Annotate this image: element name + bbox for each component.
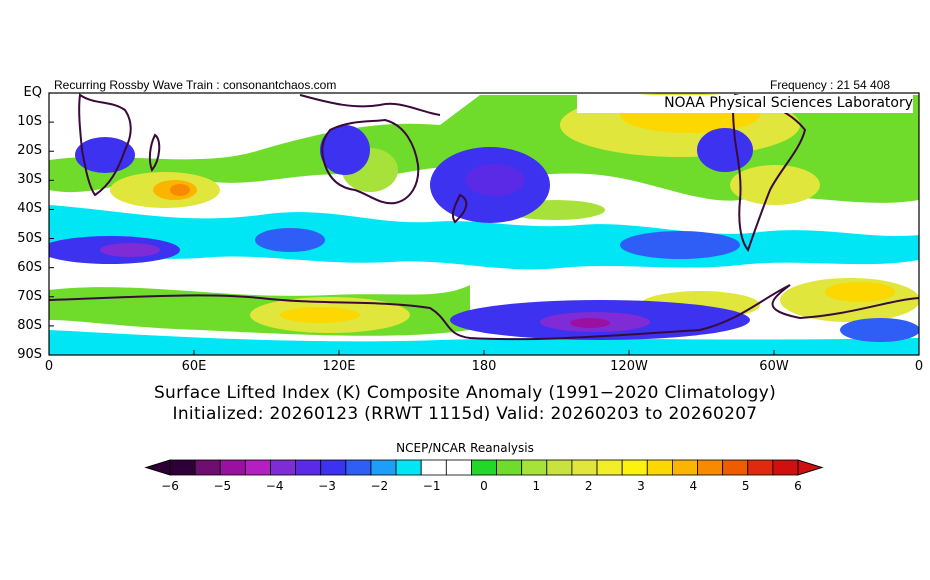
coast-australia <box>321 118 420 205</box>
y-tick-label: 90S <box>17 347 42 362</box>
frequency-text: Frequency : 21 54 408 <box>770 78 891 92</box>
colorbar-tick-label: −4 <box>265 479 284 493</box>
colorbar-tick-label: 4 <box>689 479 698 493</box>
y-tick-label: 40S <box>17 201 42 217</box>
colorbar-tick-label: 0 <box>480 479 488 493</box>
x-tick-label: 0 <box>44 359 54 374</box>
coast-africa <box>78 93 132 197</box>
y-tick-label: 20S <box>17 143 42 159</box>
colorbar-tick-label: −2 <box>370 479 389 493</box>
coast-madagascar <box>148 133 161 172</box>
colorbar-tick-label: 6 <box>794 479 802 493</box>
coast-antarctica <box>49 284 919 341</box>
warm-anomaly-indian-peak <box>170 184 190 196</box>
x-tick-label: 120E <box>322 359 356 374</box>
coast-indonesia <box>299 94 441 116</box>
colorbar-tick-label: 3 <box>637 479 645 493</box>
colorbar-tick-label: −6 <box>161 479 179 493</box>
warm-anomaly-antarctic-east-core <box>280 307 360 323</box>
cool-anomaly-australia <box>320 125 370 175</box>
y-axis-ticks <box>49 92 54 356</box>
colorbar-tick-label: 2 <box>584 479 593 493</box>
warm-anomaly-chile <box>730 165 820 205</box>
y-tick-label: EQ <box>23 85 42 100</box>
lab-label: NOAA Physical Sciences Laboratory <box>577 95 913 113</box>
warm-anomaly-south-atlantic-core <box>825 282 895 302</box>
band-cyan-south <box>49 330 919 355</box>
y-tick-label: 30S <box>17 172 42 188</box>
colorbar-tick-label: −1 <box>422 479 441 493</box>
chart-title-line1: Surface Lifted Index (K) Composite Anoma… <box>153 383 777 403</box>
cool-anomaly-east-antarctic <box>840 318 919 342</box>
y-tick-label: 80S <box>17 317 42 333</box>
cool-anomaly-south-pacific-core <box>465 164 525 196</box>
colorbar-tick-label: 1 <box>532 479 541 493</box>
coast-south-america <box>732 93 807 253</box>
colorbar-tick-label: −3 <box>318 479 336 493</box>
cool-anomaly-drake <box>620 231 740 259</box>
cool-anomaly-ross-sea-peak <box>570 318 610 328</box>
x-tick-label: 60W <box>759 359 789 374</box>
x-tick-label: 120W <box>610 359 648 374</box>
y-tick-label: 60S <box>17 259 42 275</box>
data-source-label: NCEP/NCAR Reanalysis <box>396 441 534 455</box>
x-tick-label: 180 <box>471 359 497 374</box>
x-tick-label: 0 <box>914 359 924 374</box>
colorbar-tick-label: 5 <box>741 479 750 493</box>
cool-anomaly-africa <box>75 137 135 173</box>
cool-anomaly-south-indian-2 <box>255 228 325 252</box>
x-tick-label: 60E <box>181 359 207 374</box>
cool-anomaly-indian-south-core <box>100 243 160 257</box>
cool-anomaly-chile <box>697 128 753 172</box>
attribution-text: Recurring Rossby Wave Train : consonantc… <box>54 78 337 92</box>
chart-title-line2: Initialized: 20260123 (RRWT 1115d) Valid… <box>172 404 758 424</box>
y-tick-label: 10S <box>17 114 42 130</box>
y-tick-label: 70S <box>17 288 42 304</box>
y-tick-label: 50S <box>17 230 42 246</box>
coast-new-zealand <box>451 193 468 224</box>
x-axis-ticks <box>48 350 920 355</box>
colorbar-tick-label: −5 <box>213 479 232 493</box>
